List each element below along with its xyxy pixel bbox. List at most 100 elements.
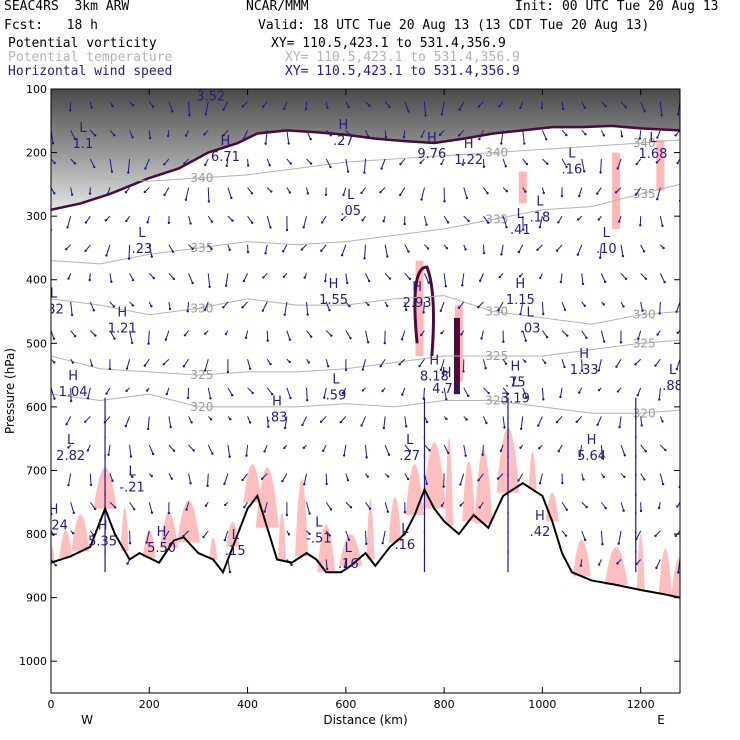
convective-shading: [339, 534, 363, 566]
x-tick-label: 600: [335, 698, 356, 711]
wind-vector-head: [601, 542, 604, 546]
wind-vector-head: [656, 197, 659, 201]
wind-vector-head: [133, 508, 136, 511]
wind-vector-head: [248, 421, 252, 424]
wind-vector-head: [72, 511, 76, 515]
wind-vector-head: [283, 107, 286, 111]
wind-vector: [187, 301, 190, 312]
wind-vector-head: [562, 107, 565, 111]
wind-vector: [247, 359, 251, 369]
wind-vector-head: [228, 248, 231, 252]
wind-vector-head: [289, 396, 292, 400]
wind-vector-head: [93, 134, 97, 137]
convective-shading: [422, 442, 446, 509]
xsect-line-wind: XY= 110.5,423.1 to 531.4,356.9: [285, 64, 520, 79]
wind-vector-head: [537, 424, 540, 427]
wind-vector: [380, 358, 386, 367]
extremum-kind: L: [50, 287, 58, 302]
wind-vector: [247, 387, 254, 394]
wind-vector: [303, 473, 308, 485]
wind-vector-head: [363, 257, 366, 260]
wind-vector-head: [124, 191, 128, 194]
wind-vector: [264, 502, 268, 512]
wind-vector: [227, 187, 232, 199]
wind-vector-head: [422, 311, 425, 314]
wind-vector-head: [675, 367, 678, 371]
wind-vector: [655, 358, 661, 366]
east-end-label: E: [657, 713, 665, 727]
wind-vector-head: [113, 134, 116, 137]
wind-vector: [165, 330, 170, 340]
wind-vector-head: [167, 221, 171, 225]
wind-vector-head: [303, 276, 306, 279]
wind-vector-head: [53, 161, 56, 165]
wind-vector-head: [113, 337, 116, 340]
wind-vector: [341, 244, 347, 256]
wind-vector-head: [328, 308, 331, 312]
wind-vector-head: [400, 338, 404, 341]
wind-vector: [578, 187, 583, 197]
wind-vector-head: [577, 391, 581, 394]
wind-vector-head: [113, 506, 117, 509]
wind-vector-head: [368, 104, 371, 107]
wind-vector: [207, 187, 210, 202]
wind-vector: [320, 244, 327, 252]
wind-vector-head: [209, 418, 213, 421]
wind-vector-head: [84, 221, 88, 224]
wind-vector-head: [288, 360, 291, 364]
wind-vector-head: [525, 162, 529, 166]
wind-vector-head: [654, 534, 657, 538]
wind-vector-head: [539, 276, 542, 280]
extremum-value: .15: [225, 544, 246, 559]
wind-vector: [144, 158, 150, 169]
wind-vector-head: [622, 509, 625, 512]
extremum-value: 1.04: [59, 385, 88, 400]
wind-vector-head: [579, 564, 583, 567]
wind-vector: [205, 101, 209, 115]
wind-vector: [581, 273, 584, 285]
wind-vector-head: [51, 142, 55, 145]
extremum-kind: H: [272, 395, 282, 410]
wind-vector-head: [683, 451, 685, 453]
wind-vector: [600, 445, 603, 459]
wind-vector-head: [243, 505, 246, 509]
wind-vector: [320, 416, 327, 423]
wind-vector-head: [203, 308, 207, 312]
extremum-value: .83: [267, 411, 288, 426]
wind-vector: [144, 358, 150, 366]
theta-label: 335: [485, 212, 508, 226]
wind-vector-head: [64, 247, 68, 251]
wind-vector: [227, 444, 231, 457]
wind-vector: [459, 101, 465, 110]
wind-vector-head: [578, 454, 581, 458]
extremum-kind: H: [587, 433, 597, 448]
wind-vector-head: [487, 391, 490, 395]
wind-vector-head: [129, 455, 133, 458]
wind-vector-head: [683, 222, 685, 224]
wind-vector-head: [542, 398, 545, 401]
wind-vector-head: [504, 362, 508, 365]
upper-shading: [612, 152, 621, 229]
wind-vector-head: [88, 278, 91, 282]
wind-vector-head: [656, 333, 659, 336]
wind-vector: [440, 359, 445, 371]
wind-vector: [556, 416, 563, 423]
wind-vector: [479, 273, 484, 281]
wind-vector: [483, 215, 489, 224]
wind-vector: [459, 473, 465, 485]
wind-vector: [365, 273, 370, 282]
wind-vector: [286, 330, 291, 340]
wind-vector-head: [622, 305, 625, 308]
wind-vector-head: [111, 479, 114, 482]
wind-vector-head: [616, 562, 619, 565]
wind-vector-head: [53, 192, 56, 195]
wind-vector-head: [481, 453, 484, 456]
wind-vector-head: [224, 332, 228, 336]
convective-shading: [528, 451, 537, 490]
wind-vector: [66, 416, 72, 425]
wind-vector-head: [348, 304, 351, 308]
wind-vector-head: [585, 336, 588, 340]
wind-vector-head: [147, 342, 150, 345]
wind-vector: [635, 358, 642, 365]
